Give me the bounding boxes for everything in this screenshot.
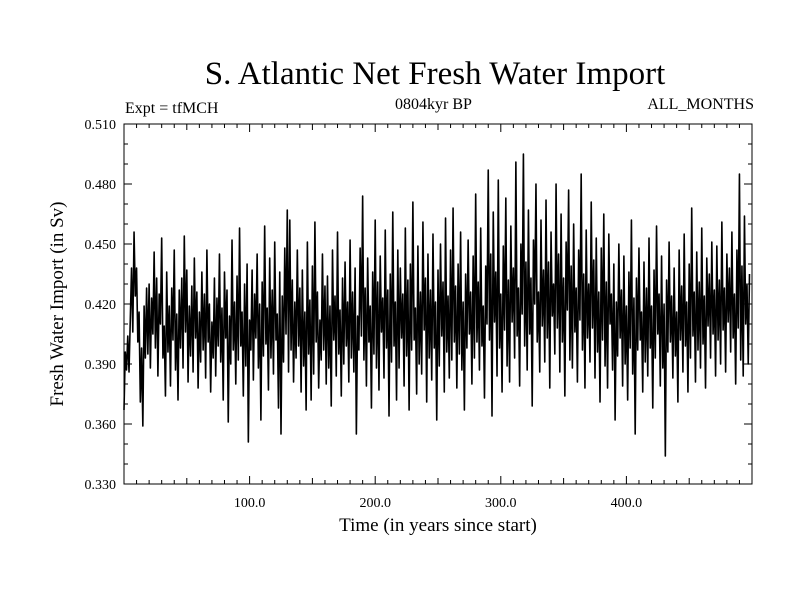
y-tick-label: 0.420 <box>85 298 117 313</box>
x-tick-label: 300.0 <box>485 496 517 511</box>
y-tick-label: 0.510 <box>85 118 117 133</box>
x-tick-labels: 100.0 200.0 300.0 400.0 <box>234 496 642 511</box>
y-tick-label: 0.360 <box>85 418 117 433</box>
experiment-label: Expt = tfMCH <box>125 100 219 117</box>
y-tick-label: 0.390 <box>85 358 117 373</box>
y-axis-label: Fresh Water Import (in Sv) <box>47 202 68 407</box>
x-tick-label: 400.0 <box>611 496 643 511</box>
series-line <box>123 153 751 457</box>
y-tick-label: 0.480 <box>85 178 117 193</box>
y-tick-label: 0.450 <box>85 238 117 253</box>
x-tick-label: 100.0 <box>234 496 266 511</box>
x-tick-label: 200.0 <box>359 496 391 511</box>
x-axis-label: Time (in years since start) <box>339 515 537 536</box>
chart-subtitle: 0804kyr BP <box>395 96 472 113</box>
y-tick-label: 0.330 <box>85 478 117 493</box>
y-tick-labels: 0.330 0.360 0.390 0.420 0.450 0.480 0.510 <box>85 118 117 493</box>
months-label: ALL_MONTHS <box>647 96 754 113</box>
chart-title: S. Atlantic Net Fresh Water Import <box>204 56 666 92</box>
